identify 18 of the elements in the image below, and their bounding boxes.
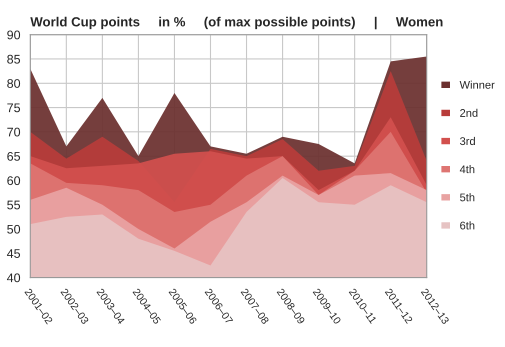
y-tick-label: 60: [7, 176, 20, 186]
y-tick-label: 50: [7, 224, 20, 234]
legend-label: 4th: [460, 165, 474, 174]
legend-label: 6th: [460, 221, 474, 230]
y-tick-label: 80: [7, 79, 20, 88]
y-tick-label: 70: [7, 128, 20, 137]
y-tick-label: 90: [7, 30, 20, 40]
legend-label: 5th: [460, 193, 474, 202]
y-tick-label: 45: [6, 249, 20, 258]
legend-label: 3rd: [460, 136, 475, 146]
legend-label: 2nd: [460, 108, 478, 117]
legend-label: Winner: [460, 80, 495, 89]
y-tick-label: 75: [7, 104, 20, 112]
y-tick-label: 85: [7, 54, 20, 64]
y-tick-label: 40: [6, 273, 20, 282]
y-tick-label: 65: [7, 152, 20, 161]
chart-title: World Cup points in % (of max possible points) | Women: [30, 16, 442, 30]
y-tick-label: 55: [7, 200, 20, 210]
